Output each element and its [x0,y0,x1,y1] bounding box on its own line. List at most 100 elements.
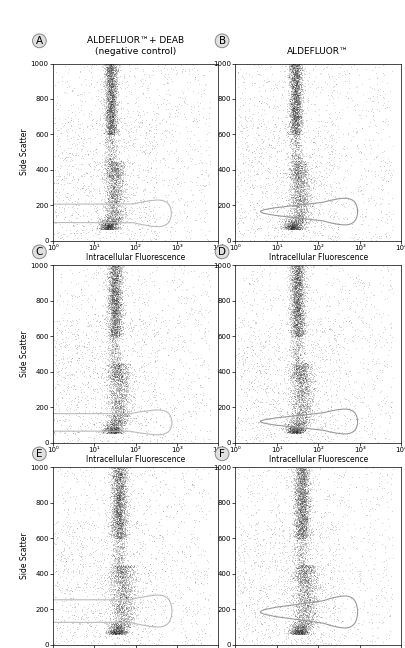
Point [298,463,305,474]
Point [116,522,123,533]
Point [117,623,124,633]
Point [107,60,113,71]
Point [288,111,294,121]
Point [91,132,98,142]
Point [317,218,324,229]
Point [296,304,303,314]
Point [113,483,119,493]
Point [294,522,301,533]
Point [115,383,121,393]
Point [91,162,98,172]
Point [262,625,269,635]
Point [298,619,305,630]
Point [290,426,297,437]
Point [279,571,286,581]
Point [51,518,58,529]
Point [111,379,117,389]
Point [108,599,115,610]
Point [294,331,300,341]
Point [108,221,114,231]
Point [298,268,304,278]
Point [291,115,298,125]
Point [303,420,309,430]
Point [121,406,127,417]
Point [103,129,109,139]
Point [304,604,311,614]
Point [294,260,301,271]
Point [295,376,302,387]
Point [112,465,119,475]
Point [125,391,132,402]
Point [292,67,299,78]
Point [114,185,120,195]
Point [104,410,110,421]
Point [125,594,131,605]
Point [295,156,301,167]
Point [293,549,299,559]
Point [121,389,127,399]
Point [116,511,123,521]
Point [301,599,307,609]
Point [293,317,300,327]
Point [109,347,115,357]
Point [188,126,194,136]
Point [135,363,141,373]
Point [292,86,299,96]
Point [300,465,306,475]
Point [296,118,303,128]
Point [294,519,301,529]
Point [112,281,118,292]
Point [320,325,327,335]
Point [107,182,113,192]
Point [292,157,298,168]
Point [104,360,111,370]
Point [109,124,115,134]
Point [94,605,100,615]
Point [370,524,376,535]
Point [296,261,303,272]
Point [115,550,121,560]
Point [105,422,111,432]
Point [291,75,298,85]
Point [115,556,122,566]
Point [290,88,296,98]
Point [298,514,305,524]
Point [301,156,308,167]
Point [294,277,301,287]
Point [289,224,296,234]
Point [368,574,374,584]
Point [292,88,298,98]
Point [119,413,126,423]
Point [297,542,304,552]
Point [299,509,306,520]
Point [292,77,299,87]
Point [294,528,301,538]
Point [303,550,309,560]
Point [305,417,311,427]
Point [104,101,111,111]
Point [62,477,68,487]
Point [301,521,307,531]
Point [303,571,309,581]
Point [111,362,118,372]
Point [291,627,298,638]
Point [109,109,115,119]
Point [104,163,110,174]
Point [234,196,240,207]
Point [296,600,302,610]
Point [290,280,296,290]
Point [296,196,303,206]
Point [297,565,304,575]
Point [290,291,297,301]
Point [110,69,117,80]
Point [234,222,241,232]
Point [109,186,115,196]
Point [295,485,301,496]
Point [290,350,296,360]
Point [315,570,322,580]
Point [116,481,122,492]
Point [301,619,308,630]
Point [288,156,294,167]
Point [294,217,301,227]
Point [293,167,299,177]
